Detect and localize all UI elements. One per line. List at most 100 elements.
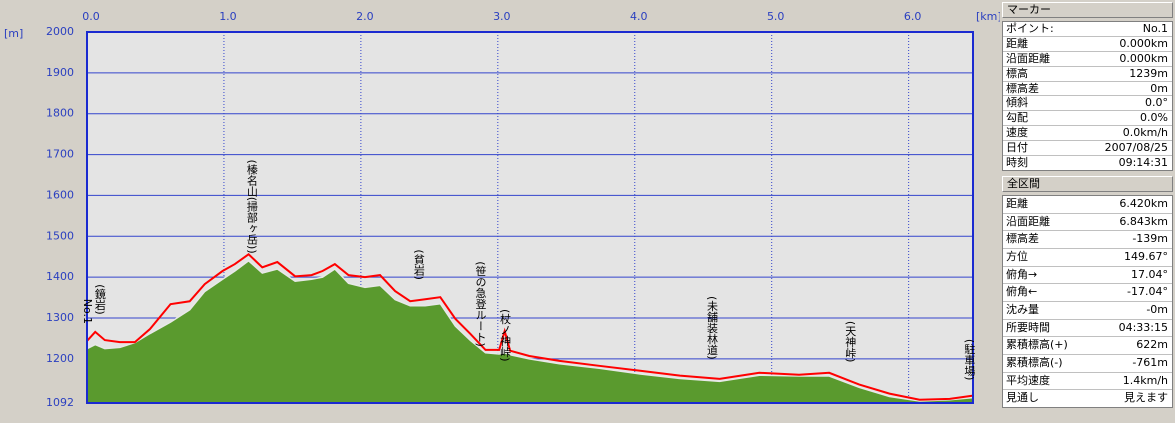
plot-border [86, 31, 974, 404]
info-row: 見通し 見えます [1003, 390, 1172, 407]
annotation: (天神峠) [844, 321, 857, 363]
info-value: -139m [1132, 232, 1168, 246]
info-value: 0m [1150, 81, 1168, 95]
info-row: 平均速度 1.4km/h [1003, 373, 1172, 391]
info-value: 04:33:15 [1118, 320, 1168, 334]
y-axis-label: [m] [4, 27, 23, 40]
info-value: 622m [1136, 338, 1168, 352]
y-tick-label: 1900 [46, 66, 74, 79]
annotation: (鏡岩) [93, 284, 106, 315]
info-label: 沈み量 [1006, 303, 1039, 317]
info-row: 沿面距離 0.000km [1003, 52, 1172, 67]
info-row: 距離 0.000km [1003, 37, 1172, 52]
x-tick-label: 3.0 [493, 10, 511, 23]
info-row: 傾斜 0.0° [1003, 96, 1172, 112]
info-row: 俯角← -17.04° [1003, 284, 1172, 303]
info-label: 累積標高(+) [1006, 338, 1068, 352]
info-value: 0.000km [1119, 51, 1168, 65]
y-tick-label: 1600 [46, 188, 74, 201]
info-row: 日付 2007/08/25 [1003, 141, 1172, 157]
info-value: 0.0° [1145, 96, 1168, 110]
info-label: 時刻 [1006, 156, 1028, 170]
info-value: 0.000km [1119, 36, 1168, 50]
info-value: -0m [1146, 303, 1168, 317]
info-row: 標高 1239m [1003, 67, 1172, 82]
y-tick-label: 1700 [46, 148, 74, 161]
info-row: 勾配 0.0% [1003, 111, 1172, 127]
info-label: 傾斜 [1006, 96, 1028, 110]
y-tick-label: 1400 [46, 270, 74, 283]
info-row: 沿面距離 6.843km [1003, 214, 1172, 232]
info-label: 勾配 [1006, 111, 1028, 125]
info-row: 標高差 -139m [1003, 231, 1172, 249]
info-value: 見えます [1124, 391, 1168, 405]
chart: [m] [km] 1092 1200 1300 1400 1500 1600 1700 180… [4, 10, 1000, 409]
info-row: 標高差 0m [1003, 82, 1172, 97]
section-table: 距離 6.420km 沿面距離 6.843km 標高差 -139m 方位 149.67° 俯角→… [1002, 194, 1173, 409]
x-tick-label: 2.0 [356, 10, 374, 23]
info-panel: マーカー ポイント: No.1 距離 0.000km 沿面距離 0.000km 標高 1239… [1002, 2, 1173, 413]
info-value: 0.0km/h [1122, 126, 1168, 140]
info-value: -761m [1132, 356, 1168, 370]
info-label: 距離 [1006, 196, 1028, 210]
info-value: 17.04° [1131, 267, 1168, 281]
annotation: (駐車場) [963, 339, 976, 381]
info-value: 0.0% [1140, 111, 1168, 125]
marker-table: ポイント: No.1 距離 0.000km 沿面距離 0.000km 標高 1239m 標高差 0… [1002, 21, 1173, 171]
terrain-area [86, 259, 974, 404]
info-row: 累積標高(+) 622m [1003, 337, 1172, 356]
info-label: 標高 [1006, 66, 1028, 80]
info-row: 距離 6.420km [1003, 196, 1172, 214]
info-label: 日付 [1006, 141, 1028, 155]
info-label: 俯角← [1006, 285, 1038, 299]
info-value: 149.67° [1124, 249, 1168, 263]
x-tick-label: 6.0 [904, 10, 922, 23]
info-row: 時刻 09:14:31 [1003, 156, 1172, 170]
panel-header: 全区間 [1002, 175, 1173, 192]
info-label: 俯角→ [1006, 267, 1038, 281]
info-value: 09:14:31 [1118, 156, 1168, 170]
y-tick-label: 1200 [46, 352, 74, 365]
info-value: 6.843km [1119, 214, 1168, 228]
annotation: (杖ノ神峠) [499, 309, 512, 362]
annotation: (笹の急登ルート) [474, 261, 487, 347]
info-label: ポイント: [1006, 22, 1054, 35]
info-label: 距離 [1006, 36, 1028, 50]
info-label: 標高差 [1006, 232, 1039, 246]
info-value: -17.04° [1127, 285, 1168, 299]
annotation: No.1 [81, 299, 94, 324]
x-tick-label: 4.0 [630, 10, 648, 23]
info-row: 累積標高(-) -761m [1003, 355, 1172, 373]
x-tick-label: 5.0 [767, 10, 785, 23]
info-row: 俯角→ 17.04° [1003, 267, 1172, 285]
annotation: (未舗装林道) [705, 296, 718, 360]
info-row: 所要時間 04:33:15 [1003, 320, 1172, 338]
annotation: (榛名山(掃部ヶ岳)) [245, 159, 258, 253]
y-tick-label: 1800 [46, 107, 74, 120]
info-label: 沿面距離 [1006, 51, 1050, 65]
y-tick-label: 1500 [46, 229, 74, 242]
track-line [86, 252, 974, 401]
info-value: No.1 [1142, 22, 1168, 35]
info-value: 1.4km/h [1122, 373, 1168, 387]
info-label: 累積標高(-) [1006, 356, 1063, 370]
info-label: 見通し [1006, 391, 1039, 405]
x-axis-label: [km] [976, 10, 1000, 23]
info-row: 方位 149.67° [1003, 249, 1172, 267]
info-row: 沈み量 -0m [1003, 302, 1172, 320]
x-tick-label: 1.0 [219, 10, 237, 23]
info-label: 所要時間 [1006, 320, 1050, 334]
info-value: 6.420km [1119, 196, 1168, 210]
info-label: 平均速度 [1006, 373, 1050, 387]
y-tick-label: 2000 [46, 25, 74, 38]
y-tick-label: 1300 [46, 311, 74, 324]
info-label: 標高差 [1006, 81, 1039, 95]
info-label: 方位 [1006, 249, 1028, 263]
panel-header: マーカー [1002, 2, 1173, 18]
info-row: ポイント: No.1 [1003, 22, 1172, 37]
info-value: 1239m [1129, 66, 1168, 80]
annotation: (貧岩) [412, 249, 425, 280]
y-tick-label: 1092 [46, 396, 74, 409]
info-label: 沿面距離 [1006, 214, 1050, 228]
